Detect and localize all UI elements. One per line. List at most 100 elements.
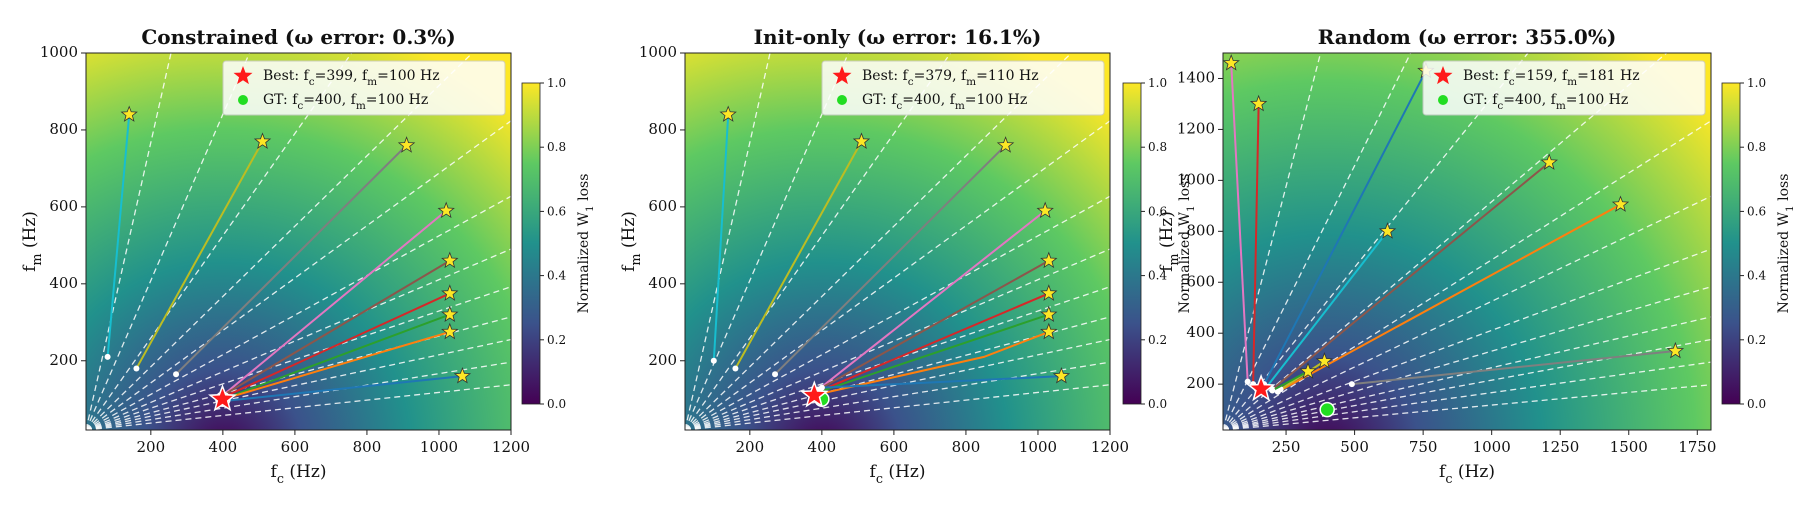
legend-label: Best: fc=159, fm=181 Hz: [1463, 68, 1640, 88]
plot-area: [1223, 53, 1711, 430]
x-tick-label: 200: [137, 438, 166, 456]
trajectory: [821, 330, 1050, 395]
end-star: [441, 284, 459, 301]
ratio-line: [1223, 384, 1711, 430]
end-star: [1315, 352, 1334, 369]
colorbar-tick-label: 0.6: [1148, 204, 1167, 218]
trajectory: [222, 209, 447, 397]
ratio-line: [1223, 361, 1711, 430]
ratio-line: [86, 53, 172, 430]
ratio-line: [1223, 316, 1711, 430]
trajectory: [1277, 203, 1622, 393]
end-star: [1052, 366, 1071, 384]
end-star: [1223, 54, 1240, 71]
colorbar-tick-label: 0.4: [547, 268, 566, 282]
chart-title: Init-only (ω error: 16.1%): [754, 25, 1042, 49]
trajectory: [1271, 161, 1550, 391]
plot-area: [685, 53, 1110, 430]
trajectory: [222, 292, 451, 399]
end-star: [253, 132, 272, 149]
colorbar-tick-label: 0.2: [1747, 332, 1766, 346]
end-star: [1378, 222, 1397, 239]
start-point: [1244, 378, 1251, 385]
start-point: [818, 384, 825, 391]
legend-box: [1422, 60, 1706, 116]
end-star: [996, 136, 1015, 153]
colorbar-tick-label: 0.0: [547, 397, 566, 411]
legend-marker: [238, 95, 248, 105]
ratio-line: [685, 286, 1110, 430]
ratio-line: [685, 248, 1110, 430]
end-star: [441, 251, 459, 269]
trajectory: [734, 140, 863, 369]
colorbar-tick-label: 0.0: [1148, 397, 1167, 411]
ratio-line: [86, 286, 511, 430]
trajectory: [1266, 230, 1389, 388]
x-tick-label: 1750: [1678, 438, 1716, 456]
ratio-line: [86, 248, 511, 430]
ratio-line: [685, 53, 771, 430]
gt-point: [1319, 401, 1335, 418]
x-tick-label: 1000: [420, 438, 458, 456]
colorbar-tick-label: 0.8: [1747, 140, 1766, 154]
trajectory: [1271, 370, 1309, 392]
legend-box: [222, 60, 506, 116]
colorbar-tick-label: 0.6: [547, 204, 566, 218]
start-point: [772, 371, 779, 378]
colorbar-tick-label: 0.4: [1148, 268, 1167, 282]
end-star: [1249, 94, 1268, 112]
colorbar-tick-label: 0.0: [1747, 397, 1766, 411]
trajectory: [817, 259, 1050, 391]
end-star: [1666, 341, 1685, 359]
trajectory: [135, 140, 264, 369]
y-tick-label: 800: [49, 120, 78, 138]
end-star: [441, 322, 459, 340]
y-tick-label: 200: [1186, 374, 1215, 392]
ratio-line: [1223, 286, 1711, 430]
y-tick-label: 200: [648, 351, 677, 369]
legend-label: GT: fc=400, fm=100 Hz: [1463, 92, 1628, 112]
trajectory: [222, 330, 451, 401]
end-star: [1040, 305, 1058, 323]
y-axis-label: fm (Hz): [20, 211, 46, 272]
ratio-line: [1223, 53, 1322, 430]
legend-marker: [233, 66, 253, 85]
trajectory: [821, 375, 1062, 389]
x-tick-label: 600: [880, 438, 909, 456]
x-tick-label: 600: [281, 438, 310, 456]
end-star: [852, 132, 871, 149]
y-tick-label: 600: [1186, 272, 1215, 290]
y-tick-label: 1000: [40, 43, 78, 61]
colorbar: [521, 82, 541, 405]
legend-marker: [1433, 66, 1453, 85]
start-point: [173, 371, 180, 378]
x-tick-label: 500: [1340, 438, 1369, 456]
x-tick-label: 400: [808, 438, 837, 456]
colorbar-tick-label: 0.8: [1148, 140, 1167, 154]
start-point: [104, 353, 111, 360]
y-tick-label: 1200: [1177, 119, 1215, 137]
end-star: [397, 136, 416, 153]
x-axis-label: fc (Hz): [870, 462, 926, 488]
ratio-line: [86, 338, 511, 430]
ratio-line: [685, 120, 1110, 430]
trajectory: [1230, 63, 1249, 382]
y-tick-label: 1000: [639, 43, 677, 61]
legend-box: [821, 60, 1105, 116]
ratio-line: [86, 53, 251, 430]
trajectory: [175, 144, 408, 375]
colorbar-tick-label: 0.6: [1747, 204, 1766, 218]
end-star: [719, 105, 737, 122]
y-tick-label: 1400: [1177, 68, 1215, 86]
end-star: [1036, 201, 1054, 219]
ratio-line: [1223, 120, 1711, 430]
colorbar-tick-label: 1.0: [547, 76, 566, 90]
x-tick-label: 1000: [1019, 438, 1057, 456]
ratio-line: [685, 195, 1110, 430]
best-point: [1246, 373, 1276, 402]
y-axis-label: fm (Hz): [1157, 211, 1183, 272]
ratio-line: [685, 53, 1073, 430]
trajectory: [817, 209, 1046, 391]
end-star: [1040, 284, 1058, 301]
